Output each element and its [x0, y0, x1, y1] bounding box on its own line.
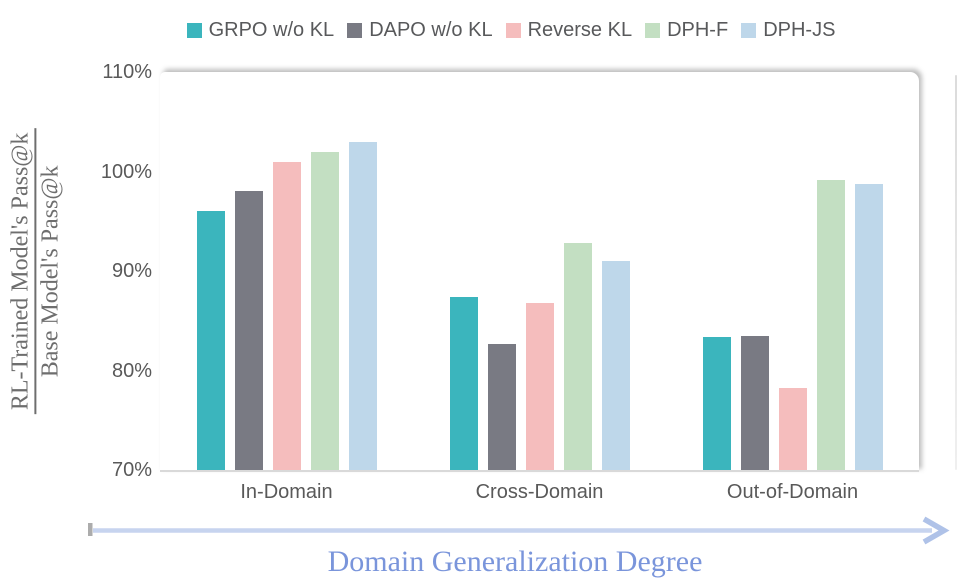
- chart-legend: GRPO w/o KL DAPO w/o KL Reverse KL DPH-F DPH…: [0, 19, 960, 42]
- legend-swatch-dph-f-icon: [645, 23, 661, 38]
- y-axis-title-numerator: RL-Trained Model's Pass@k: [7, 128, 38, 414]
- legend-swatch-reverse-kl-icon: [505, 23, 521, 38]
- bar-dph-f-cross-domain: [563, 243, 592, 470]
- legend-label-dph-f: DPH-F: [667, 19, 729, 41]
- bar-dph-f-out-of-domain: [816, 180, 845, 470]
- y-tick-label-70: 70%: [111, 459, 152, 481]
- bar-dph-js-in-domain: [348, 141, 377, 470]
- bar-grpo-w-o-kl-out-of-domain: [702, 336, 731, 470]
- bar-reverse-kl-in-domain: [272, 161, 301, 470]
- legend-item-dph-f: DPH-F: [645, 19, 728, 42]
- legend-label-grpo-w-o-kl: GRPO w/o KL: [208, 19, 335, 41]
- legend-item-dapo-w-o-kl: DAPO w/o KL: [347, 19, 493, 42]
- x-arrow: [88, 516, 950, 545]
- legend-swatch-dapo-w-o-kl-icon: [347, 23, 363, 38]
- plot-area: [160, 72, 919, 472]
- y-tick-label-80: 80%: [111, 359, 152, 382]
- legend-label-reverse-kl: Reverse KL: [527, 19, 633, 41]
- bar-dph-js-cross-domain: [601, 261, 630, 470]
- bar-dapo-w-o-kl-in-domain: [234, 191, 263, 470]
- legend-label-dapo-w-o-kl: DAPO w/o KL: [369, 19, 493, 41]
- legend-item-grpo-w-o-kl: GRPO w/o KL: [186, 19, 335, 42]
- legend-swatch-dph-js-icon: [741, 23, 757, 38]
- bar-group-cross-domain: [413, 72, 666, 470]
- legend-label-dph-js: DPH-JS: [763, 19, 836, 41]
- y-tick-label-100: 100%: [100, 160, 152, 183]
- bar-dph-f-in-domain: [310, 151, 339, 470]
- x-axis-labels: In-Domain Cross-Domain Out-of-Domain: [160, 481, 919, 504]
- y-tick-label-110: 110%: [102, 61, 152, 83]
- x-category-label-out-of-domain: Out-of-Domain: [726, 481, 859, 503]
- bar-reverse-kl-cross-domain: [525, 302, 554, 470]
- bar-group-in-domain: [160, 72, 413, 470]
- right-edge-artifact: [955, 75, 957, 470]
- bar-dapo-w-o-kl-cross-domain: [487, 343, 516, 470]
- bar-group-out-of-domain: [666, 72, 919, 470]
- arrow-start-tick: [88, 523, 93, 536]
- legend-item-dph-js: DPH-JS: [741, 19, 835, 42]
- arrow-head-icon: [922, 516, 950, 545]
- bar-dapo-w-o-kl-out-of-domain: [740, 335, 769, 470]
- legend-swatch-grpo-w-o-kl-icon: [186, 23, 202, 38]
- x-axis-title: Domain Generalization Degree: [327, 545, 703, 578]
- bar-dph-js-out-of-domain: [854, 184, 883, 470]
- bar-reverse-kl-out-of-domain: [778, 388, 807, 470]
- x-category-label-in-domain: In-Domain: [240, 481, 333, 503]
- y-tick-label-90: 90%: [111, 260, 152, 282]
- bar-grpo-w-o-kl-in-domain: [196, 211, 225, 470]
- bar-grpo-w-o-kl-cross-domain: [449, 296, 478, 470]
- x-category-label-cross-domain: Cross-Domain: [475, 481, 604, 503]
- legend-item-reverse-kl: Reverse KL: [505, 19, 633, 42]
